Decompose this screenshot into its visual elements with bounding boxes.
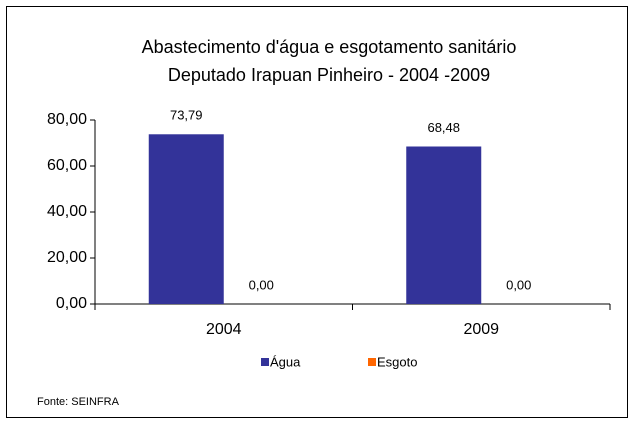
legend-swatch [368, 358, 376, 366]
y-tick-label: 80,00 [47, 111, 87, 128]
bar [406, 146, 482, 304]
legend-swatch [261, 358, 269, 366]
bar [148, 134, 224, 304]
y-tick-label: 0,00 [56, 295, 87, 312]
y-tick-label: 20,00 [47, 249, 87, 266]
chart-border [6, 6, 628, 418]
y-tick-label: 40,00 [47, 203, 87, 220]
source-note: Fonte: SEINFRA [37, 396, 120, 408]
value-label: 68,48 [427, 120, 460, 135]
x-tick-label: 2004 [206, 321, 242, 338]
chart-subtitle: Deputado Irapuan Pinheiro - 2004 -2009 [168, 65, 490, 85]
legend-label: Esgoto [377, 354, 417, 369]
value-label: 73,79 [170, 108, 203, 123]
value-label: 0,00 [506, 277, 531, 292]
value-label: 0,00 [249, 277, 274, 292]
legend-label: Água [270, 354, 301, 369]
y-tick-label: 60,00 [47, 157, 87, 174]
chart-title: Abastecimento d'água e esgotamento sanit… [142, 37, 517, 57]
x-tick-label: 2009 [463, 321, 499, 338]
